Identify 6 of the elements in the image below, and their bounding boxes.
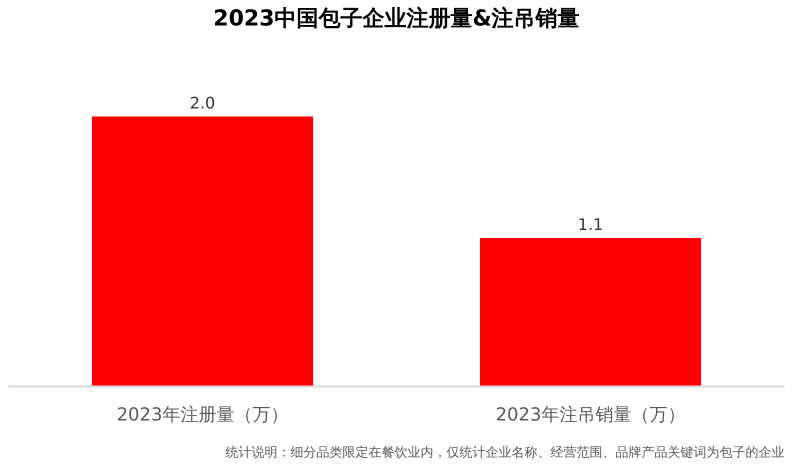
text: 统计说明：细分品类限定在餐饮业内，仅统计企业名称、经营范围、品牌产品关键词为包子的企业 (226, 446, 784, 460)
data-label: 1.1 (578, 215, 604, 234)
x-tick-label: 2023年注吊销量（万） (496, 404, 686, 426)
chart-title: 2023中国包子企业注册量&注吊销量 (213, 6, 580, 32)
x-tick-label: 2023年注册量（万） (116, 404, 288, 426)
data-label: 2.0 (190, 94, 216, 112)
